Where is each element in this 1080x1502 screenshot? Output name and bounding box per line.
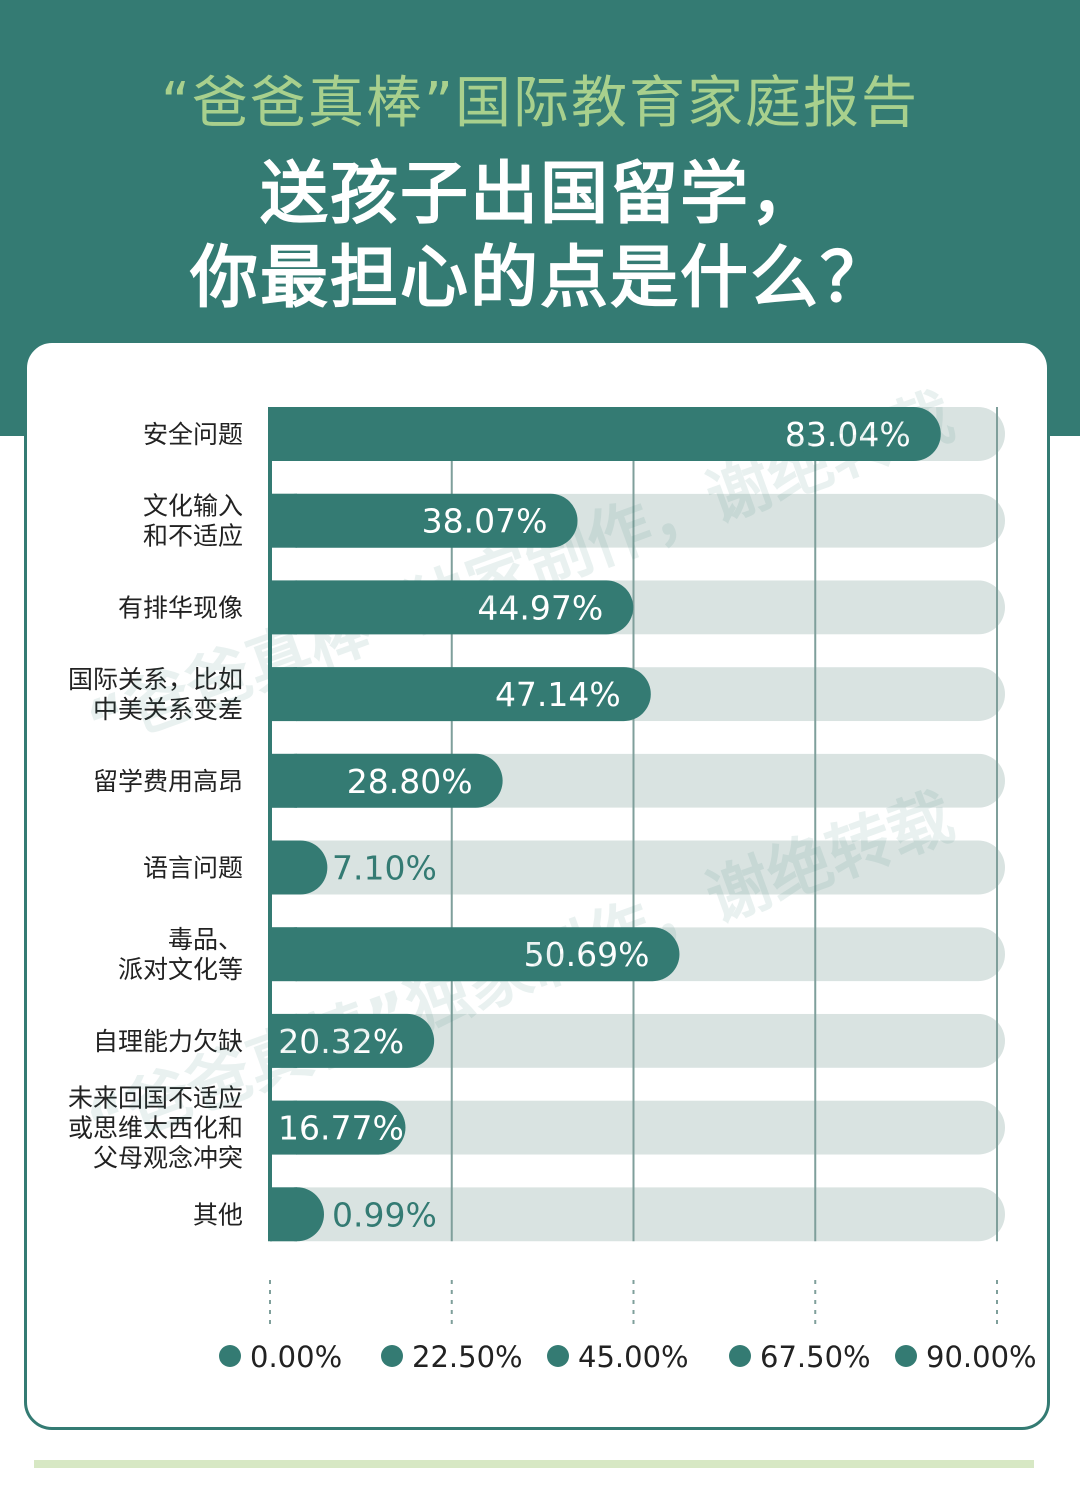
data-label: 38.07%: [422, 502, 548, 541]
category-label: 自理能力欠缺: [93, 1027, 243, 1056]
category-label: 安全问题: [143, 420, 243, 449]
bar: [270, 1100, 406, 1155]
tick-label: 0.00%: [250, 1340, 342, 1374]
data-label: 16.77%: [278, 1109, 404, 1148]
category-label: 国际关系，比如: [68, 665, 243, 694]
bar-base: [270, 580, 297, 635]
bar: [270, 493, 578, 548]
bar-base: [270, 493, 297, 548]
report-supertitle: “爸爸真棒”国际教育家庭报告: [160, 71, 920, 136]
category-label: 其他: [193, 1200, 243, 1229]
tick-dot: [895, 1345, 917, 1367]
bar-base: [270, 1187, 297, 1242]
bar-gap: [272, 634, 1017, 668]
data-label: 20.32%: [278, 1022, 404, 1061]
bar: [270, 1013, 435, 1068]
data-label: 47.14%: [495, 675, 621, 714]
data-label: 28.80%: [347, 762, 473, 801]
bar-base: [270, 840, 297, 895]
category-label: 派对文化等: [118, 955, 243, 984]
data-label: 83.04%: [785, 415, 911, 454]
category-label: 文化输入: [143, 492, 243, 521]
footer-line: [34, 1460, 1034, 1468]
bar-track: [270, 1013, 1005, 1068]
bar-base: [270, 1100, 297, 1155]
bar-gap: [272, 547, 1017, 581]
bar-gap: [272, 1067, 1017, 1101]
tick-label: 22.50%: [412, 1340, 523, 1374]
tick-label: 45.00%: [578, 1340, 689, 1374]
category-label: 语言问题: [143, 854, 243, 883]
bar-gap: [272, 461, 1017, 494]
category-label: 父母观念冲突: [93, 1144, 243, 1173]
tick-label: 90.00%: [926, 1340, 1037, 1374]
data-label: 44.97%: [477, 588, 603, 627]
bar-track: [270, 1187, 1005, 1242]
category-label: 中美关系变差: [93, 695, 243, 724]
bar: [270, 407, 941, 461]
bar-base: [270, 753, 297, 808]
bar-base: [270, 407, 297, 461]
bar-gap: [272, 807, 1017, 841]
category-label: 和不适应: [143, 522, 243, 551]
page-title-line2: 你最担心的点是什么？: [189, 239, 890, 318]
bar-base: [270, 667, 297, 722]
category-label: 毒品、: [168, 925, 243, 954]
data-label: 7.10%: [332, 849, 437, 888]
bar: [270, 580, 634, 635]
tick-label: 67.50%: [760, 1340, 871, 1374]
bar-base: [270, 927, 297, 982]
category-label: 留学费用高昂: [93, 767, 243, 796]
bar-gap: [272, 981, 1017, 1014]
bar-gap: [272, 1154, 1017, 1188]
data-label: 0.99%: [332, 1195, 437, 1234]
bar-gap: [272, 894, 1017, 928]
bar-track: [270, 1100, 1005, 1155]
category-label: 未来回国不适应: [68, 1084, 243, 1113]
data-label: 50.69%: [524, 935, 650, 974]
bar: [270, 667, 651, 722]
tick-dot: [547, 1345, 569, 1367]
bar: [270, 927, 680, 982]
tick-dot: [729, 1345, 751, 1367]
page-title-line1: 送孩子出国留学，: [259, 155, 820, 234]
tick-dot: [381, 1345, 403, 1367]
bar: [270, 753, 503, 808]
tick-dot: [219, 1345, 241, 1367]
bar-base: [270, 1013, 297, 1068]
bar-track: [270, 840, 1005, 895]
category-label: 有排华现像: [118, 593, 243, 622]
bar-gap: [272, 721, 1017, 754]
category-label: 或思维太西化和: [68, 1114, 243, 1143]
